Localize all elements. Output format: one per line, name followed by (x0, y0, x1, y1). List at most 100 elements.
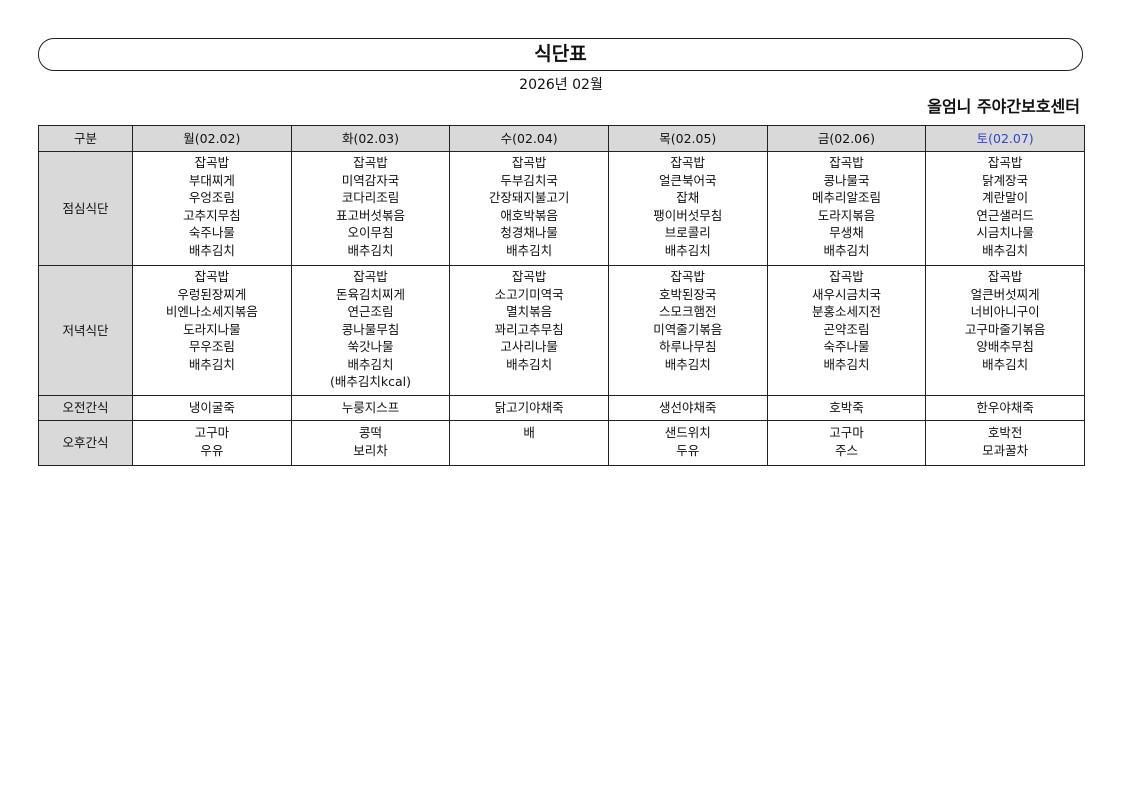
menu-item: 도라지나물 (183, 321, 241, 337)
menu-item: 얼큰버섯찌게 (970, 286, 1040, 302)
menu-cell: 배 (449, 420, 609, 466)
menu-item: 하루나무침 (659, 339, 717, 354)
row-label: 저녁식단 (38, 265, 133, 396)
meal-table: 구분 월(02.02) 화(02.03) 수(02.04) 목(02.05) 금(02.0… (38, 125, 1085, 466)
menu-item: 배추김치 (823, 242, 870, 258)
menu-item: 간장돼지불고기 (488, 190, 570, 205)
menu-item: 누룽지스프 (341, 400, 400, 416)
menu-item: 멸치볶음 (506, 304, 553, 319)
menu-cell: 잡곡밥 소고기미역국 멸치볶음 꽈리고추무침 고사리나물 배추김치 (449, 265, 609, 396)
menu-item: 잡곡밥 (829, 155, 864, 170)
menu-item: 코다리조림 (341, 190, 400, 205)
menu-item: 잡곡밥 (829, 269, 864, 284)
menu-item: 호박된장국 (659, 286, 717, 302)
menu-item: 표고버섯볶음 (335, 207, 405, 223)
menu-item: 비엔나소세지볶음 (165, 304, 258, 319)
menu-item: 잡곡밥 (670, 269, 706, 284)
header-day: 토(02.07) (925, 125, 1085, 152)
menu-item: 잡곡밥 (987, 269, 1023, 284)
menu-item: 잡채 (676, 190, 700, 205)
menu-item: 미역감자국 (341, 172, 400, 188)
meal-row: 점심식단 잡곡밥 부대찌게 우엉조림 고추지무침 숙주나물 배추김치 잡곡밥 미역감자국 코다리조… (38, 151, 1085, 266)
menu-item: 닭계장국 (982, 172, 1029, 188)
menu-cell: 잡곡밥 부대찌게 우엉조림 고추지무침 숙주나물 배추김치 (132, 151, 292, 266)
menu-item: (배추김치kcal) (329, 374, 411, 389)
menu-item: 새우시금치국 (811, 286, 881, 302)
menu-item: 한우야채죽 (976, 400, 1034, 416)
header-row: 구분 월(02.02) 화(02.03) 수(02.04) 목(02.05) 금(02.0… (38, 125, 1085, 152)
menu-cell: 호박전 모과꿀차 (925, 420, 1085, 466)
meal-row: 오후간식 고구마 우유 콩떡 보리차 배 샌드위치 두유 고구마 주스 호박전 모과꿀차 (38, 420, 1085, 466)
menu-cell: 잡곡밥 돈육김치찌게 연근조림 콩나물무침 쑥갓나물 배추김치 (배추김치kcal) (290, 265, 451, 396)
menu-cell: 누룽지스프 (290, 395, 451, 421)
menu-item: 고구마 (194, 425, 230, 440)
menu-item: 배추김치 (188, 356, 235, 372)
menu-item: 돈육김치찌게 (335, 286, 405, 302)
menu-item: 소고기미역국 (494, 286, 564, 302)
menu-item: 우렁된장찌게 (177, 286, 247, 302)
menu-item: 우유 (200, 442, 224, 458)
menu-item: 애호박볶음 (500, 207, 558, 223)
menu-item: 잡곡밥 (987, 155, 1023, 170)
menu-item: 고구마 (829, 425, 864, 440)
menu-item: 두유 (676, 442, 700, 458)
menu-item: 생선야채죽 (659, 400, 717, 416)
menu-item: 배추김치 (506, 356, 553, 372)
menu-item: 숙주나물 (823, 339, 870, 354)
menu-item: 잡곡밥 (194, 155, 230, 170)
header-category: 구분 (38, 125, 133, 152)
menu-cell: 잡곡밥 새우시금치국 분홍소세지전 곤약조림 숙주나물 배추김치 (766, 265, 927, 396)
menu-item: 고사리나물 (500, 339, 558, 354)
menu-cell: 닭고기야채죽 (449, 395, 609, 421)
menu-item: 냉이굴죽 (188, 400, 235, 416)
menu-item: 브로콜리 (664, 225, 711, 240)
menu-item: 배추김치 (188, 242, 235, 258)
page-title: 식단표 (38, 38, 1083, 71)
menu-item: 분홍소세지전 (811, 304, 881, 319)
menu-item: 우엉조림 (188, 190, 235, 205)
menu-item: 배추김치 (982, 356, 1029, 372)
menu-item: 시금치나물 (976, 225, 1034, 240)
menu-item: 보리차 (353, 442, 388, 458)
row-label: 오전간식 (38, 395, 133, 421)
row-label: 오후간식 (38, 420, 133, 466)
header-day: 수(02.04) (449, 125, 609, 152)
menu-cell: 호박죽 (766, 395, 927, 421)
menu-item: 배 (523, 425, 535, 440)
menu-item: 콩나물국 (823, 172, 870, 188)
menu-item: 미역줄기볶음 (653, 321, 723, 337)
menu-cell: 한우야채죽 (925, 395, 1085, 421)
menu-item: 청경채나물 (500, 225, 558, 240)
menu-item: 메추리알조림 (811, 190, 881, 205)
menu-item: 닭고기야채죽 (494, 400, 564, 416)
menu-item: 양배추무침 (976, 339, 1034, 354)
menu-item: 너비아니구이 (970, 304, 1040, 319)
menu-cell: 잡곡밥 콩나물국 메추리알조림 도라지볶음 무생채 배추김치 (766, 151, 927, 266)
menu-item: 팽이버섯무침 (653, 207, 723, 223)
menu-item: 샌드위치 (664, 425, 711, 440)
menu-cell: 잡곡밥 우렁된장찌게 비엔나소세지볶음 도라지나물 무우조림 배추김치 (132, 265, 292, 396)
menu-item: 연근조림 (347, 304, 394, 319)
menu-item: 배추김치 (506, 242, 553, 258)
menu-item: 배추김치 (347, 242, 394, 258)
menu-item: 부대찌게 (188, 172, 235, 188)
menu-item: 콩떡 (358, 425, 382, 440)
menu-cell: 생선야채죽 (607, 395, 768, 421)
row-label: 점심식단 (38, 151, 133, 266)
menu-item: 두부김치국 (500, 172, 558, 188)
menu-item: 배추김치 (347, 356, 394, 372)
menu-item: 잡곡밥 (511, 269, 547, 284)
menu-item: 모과꿀차 (982, 442, 1029, 458)
menu-item: 무우조림 (188, 339, 235, 354)
header-day: 화(02.03) (290, 125, 451, 152)
menu-cell: 잡곡밥 미역감자국 코다리조림 표고버섯볶음 오이무침 배추김치 (290, 151, 451, 266)
menu-item: 고구마줄기볶음 (964, 321, 1046, 337)
menu-item: 숙주나물 (188, 225, 235, 240)
menu-item: 주스 (834, 442, 858, 458)
menu-item: 잡곡밥 (511, 155, 547, 170)
